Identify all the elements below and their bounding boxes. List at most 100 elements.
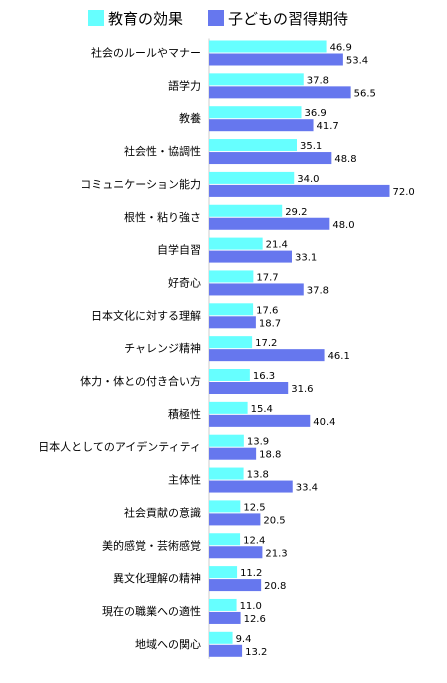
value-label-effect: 34.0: [297, 174, 319, 185]
category-label: 主体性: [168, 473, 201, 487]
category-label: 地域への関心: [135, 638, 201, 651]
category-label: 異文化理解の精神: [113, 571, 201, 585]
category-label: 日本人としてのアイデンティティ: [38, 440, 201, 454]
bar-expectation: [209, 513, 261, 526]
value-label-expectation: 53.4: [346, 56, 368, 67]
bar-effect: [209, 598, 237, 611]
value-label-effect: 29.2: [285, 207, 307, 218]
bar-effect: [209, 73, 304, 86]
value-label-expectation: 48.0: [332, 220, 354, 231]
bar-expectation: [209, 86, 351, 99]
bar-expectation: [209, 119, 314, 132]
category-label: 積極性: [168, 407, 201, 421]
bar-expectation: [209, 579, 262, 592]
value-label-expectation: 56.5: [354, 88, 376, 99]
value-label-expectation: 33.4: [296, 483, 318, 494]
bar-effect: [209, 500, 241, 513]
legend-label-effect: 教育の効果: [108, 9, 184, 28]
value-label-effect: 36.9: [305, 108, 327, 119]
bar-effect: [209, 369, 250, 381]
bar-effect: [209, 303, 254, 316]
value-label-expectation: 18.8: [259, 450, 281, 461]
bar-expectation: [209, 611, 241, 624]
value-label-effect: 12.4: [243, 535, 265, 546]
value-label-effect: 37.8: [307, 75, 329, 86]
value-label-expectation: 48.8: [334, 154, 356, 165]
bar-effect: [209, 533, 241, 546]
bar-effect: [209, 467, 244, 480]
legend-item-expectation: 子どもの習得期待: [208, 8, 348, 28]
bar-expectation: [209, 184, 390, 197]
value-label-expectation: 33.1: [295, 253, 317, 264]
bar-expectation: [209, 414, 311, 427]
category-label: 体力・体との付き合い方: [80, 374, 201, 388]
value-label-expectation: 21.3: [265, 548, 287, 559]
value-label-effect: 17.2: [255, 338, 277, 349]
bar-effect: [209, 237, 263, 250]
bar-effect: [209, 434, 244, 447]
bar-expectation: [209, 480, 293, 493]
bar-expectation: [209, 382, 289, 394]
chart-legend: 教育の効果 子どもの習得期待: [0, 0, 447, 34]
value-label-effect: 21.4: [266, 240, 288, 251]
value-label-expectation: 37.8: [307, 285, 329, 296]
value-label-effect: 17.7: [256, 272, 278, 283]
value-label-effect: 11.2: [240, 568, 262, 579]
value-label-expectation: 12.6: [244, 614, 266, 625]
bar-effect: [209, 566, 238, 579]
bar-effect: [209, 270, 254, 283]
value-label-effect: 16.3: [253, 371, 275, 382]
bar-effect: [209, 204, 283, 217]
category-label: 自学自習: [157, 243, 201, 257]
value-label-expectation: 40.4: [313, 417, 335, 428]
legend-swatch-expectation: [208, 10, 224, 26]
bar-expectation: [209, 447, 257, 460]
value-label-effect: 12.5: [243, 502, 265, 513]
category-label: 日本文化に対する理解: [91, 308, 201, 322]
value-label-expectation: 31.6: [291, 384, 313, 395]
bar-effect: [209, 401, 248, 414]
category-label: 根性・粘り強さ: [124, 210, 201, 224]
category-label: チャレンジ精神: [124, 341, 201, 355]
bar-expectation: [209, 546, 263, 559]
bar-expectation: [209, 644, 243, 657]
value-label-expectation: 46.1: [328, 351, 350, 362]
category-label: 社会のルールやマナー: [91, 46, 201, 60]
category-label: コミュニケーション能力: [80, 177, 201, 191]
category-label: 好奇心: [168, 275, 201, 289]
bar-expectation: [209, 349, 325, 362]
bar-effect: [209, 139, 297, 152]
bar-expectation: [209, 250, 292, 263]
bar-effect: [209, 336, 253, 349]
value-label-effect: 13.8: [247, 470, 269, 481]
bar-expectation: [209, 316, 256, 329]
bar-effect: [209, 106, 302, 119]
legend-item-effect: 教育の効果: [88, 8, 183, 28]
value-label-effect: 17.6: [256, 305, 278, 316]
value-label-expectation: 18.7: [259, 318, 281, 329]
value-label-expectation: 20.8: [264, 581, 286, 592]
value-label-effect: 11.0: [240, 601, 262, 612]
bar-effect: [209, 40, 327, 53]
value-label-effect: 46.9: [330, 43, 352, 54]
legend-swatch-effect: [88, 10, 104, 26]
bar-effect: [209, 631, 233, 644]
category-label: 社会貢献の意識: [124, 505, 201, 519]
category-label: 語学力: [168, 78, 201, 92]
value-label-effect: 35.1: [300, 141, 322, 152]
legend-label-expectation: 子どもの習得期待: [228, 9, 349, 28]
value-label-effect: 9.4: [236, 634, 252, 645]
value-label-expectation: 13.2: [245, 647, 267, 658]
value-label-expectation: 72.0: [393, 187, 415, 198]
category-label: 教養: [179, 111, 201, 125]
category-label: 美的感覚・芸術感覚: [102, 538, 201, 552]
value-label-effect: 15.4: [251, 404, 273, 415]
bar-effect: [209, 171, 295, 184]
bar-expectation: [209, 283, 304, 296]
value-label-expectation: 41.7: [317, 121, 339, 132]
category-label: 社会性・協調性: [124, 144, 201, 158]
category-label: 現在の職業への適性: [102, 604, 201, 618]
bar-expectation: [209, 217, 330, 230]
value-label-effect: 13.9: [247, 437, 269, 448]
